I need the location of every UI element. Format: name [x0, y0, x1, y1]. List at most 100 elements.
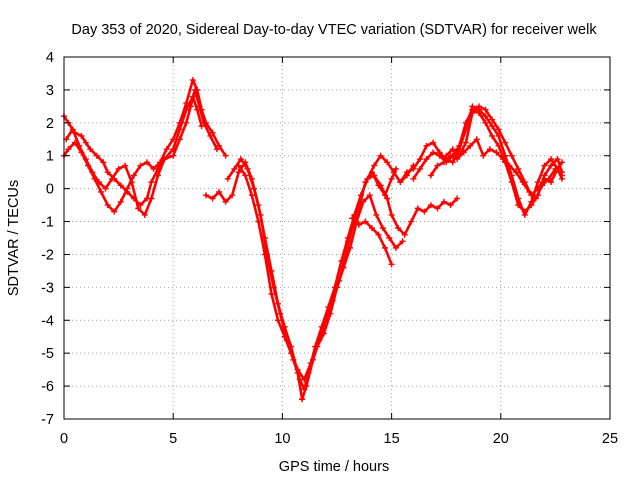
data-point [111, 208, 118, 215]
data-point [93, 152, 100, 159]
data-point [349, 215, 356, 222]
data-point [447, 202, 454, 209]
data-point [117, 198, 124, 205]
x-tick-label: 20 [493, 431, 509, 447]
data-point [368, 225, 375, 232]
data-point [176, 126, 183, 133]
data-point [462, 119, 469, 126]
data-point [515, 165, 522, 172]
data-point [558, 175, 565, 182]
data-point [213, 146, 220, 153]
data-point [371, 162, 378, 169]
data-point [301, 386, 308, 393]
data-point [327, 310, 334, 317]
data-point [495, 126, 502, 133]
data-point [377, 182, 384, 189]
data-point [307, 360, 314, 367]
data-point [351, 211, 358, 218]
series-track-6 [235, 162, 406, 383]
data-point [392, 244, 399, 251]
data-point [554, 156, 561, 163]
data-point [231, 165, 238, 172]
data-point [515, 202, 522, 209]
x-tick-label: 25 [602, 431, 618, 447]
data-point [251, 185, 258, 192]
y-tick-label: 4 [46, 50, 54, 66]
x-tick-label: 10 [274, 431, 290, 447]
data-point [456, 152, 463, 159]
data-point [257, 211, 264, 218]
series-track-10 [410, 106, 565, 215]
data-point [216, 188, 223, 195]
data-point [202, 192, 209, 199]
data-point [508, 152, 515, 159]
data-point [294, 366, 301, 373]
data-point [76, 142, 83, 149]
data-point [489, 132, 496, 139]
data-point [416, 156, 423, 163]
data-point [209, 195, 216, 202]
data-point [441, 159, 448, 166]
data-point [355, 221, 362, 228]
data-point [371, 172, 378, 179]
data-point [130, 172, 137, 179]
data-point [430, 139, 437, 146]
data-point [102, 185, 109, 192]
series-line [346, 174, 459, 243]
data-point [207, 132, 214, 139]
data-point [475, 103, 482, 110]
data-point [148, 195, 155, 202]
data-point [301, 376, 308, 383]
data-point [388, 211, 395, 218]
data-point [202, 119, 209, 126]
data-point [456, 142, 463, 149]
series-line [237, 164, 404, 381]
data-point [443, 152, 450, 159]
data-point [299, 396, 306, 403]
data-point [528, 202, 535, 209]
data-point [502, 139, 509, 146]
data-point [128, 179, 135, 186]
y-tick-label: -2 [41, 247, 54, 263]
data-point [399, 238, 406, 245]
data-point [358, 192, 365, 199]
data-point [82, 139, 89, 146]
data-point [325, 304, 332, 311]
data-point [416, 165, 423, 172]
series-line [62, 88, 219, 207]
data-point [189, 93, 196, 100]
data-point [513, 169, 520, 176]
y-tick-label: -6 [41, 379, 54, 395]
data-point [141, 211, 148, 218]
series-layer [61, 77, 565, 403]
data-point [480, 152, 487, 159]
y-tick-label: 3 [46, 83, 54, 99]
data-point [434, 205, 441, 212]
y-tick-label: -3 [41, 280, 54, 296]
data-point [489, 123, 496, 130]
chart-title: Day 353 of 2020, Sidereal Day-to-day VTE… [71, 22, 597, 38]
data-point [449, 146, 456, 153]
data-point [390, 169, 397, 176]
data-point [473, 136, 480, 143]
data-point [486, 146, 493, 153]
data-point [482, 119, 489, 126]
y-tick-label: 2 [46, 116, 54, 132]
data-point [194, 106, 201, 113]
data-point [87, 146, 94, 153]
data-point [384, 159, 391, 166]
data-point [154, 172, 161, 179]
data-point [150, 165, 157, 172]
data-point [532, 195, 539, 202]
data-point [548, 162, 555, 169]
data-point [397, 179, 404, 186]
data-point [320, 330, 327, 337]
data-point [137, 162, 144, 169]
data-point [449, 159, 456, 166]
data-point [377, 152, 384, 159]
data-point [209, 129, 216, 136]
y-tick-label: 0 [46, 182, 54, 198]
data-point [334, 284, 340, 291]
